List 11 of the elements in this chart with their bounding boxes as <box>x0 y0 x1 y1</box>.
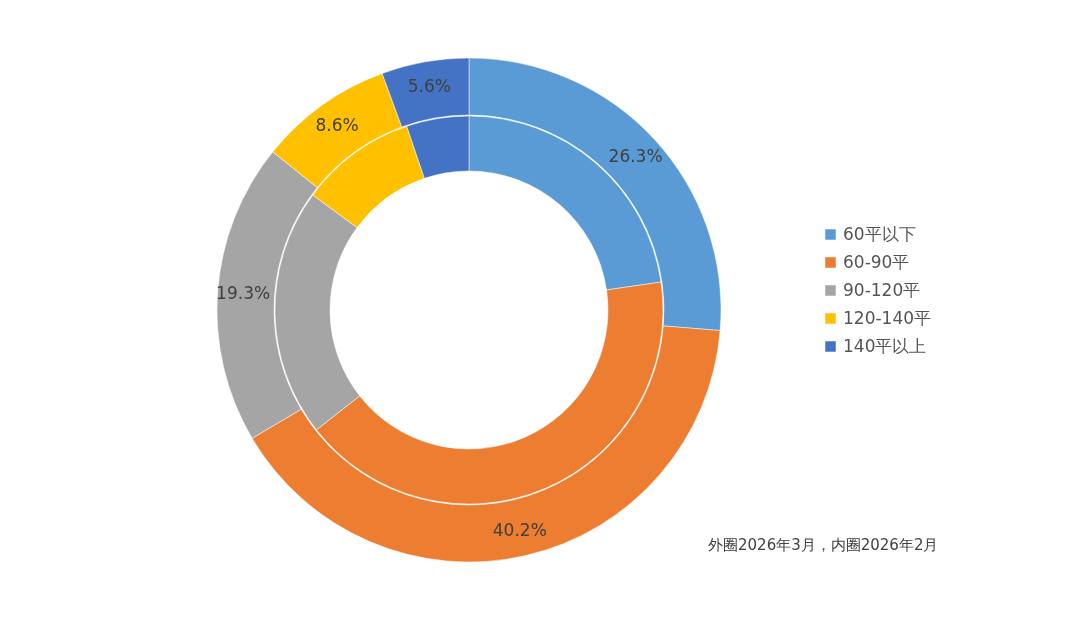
data-label: 26.3% <box>608 145 663 166</box>
legend-label: 120-140平 <box>843 307 932 328</box>
legend-label: 90-120平 <box>843 279 921 300</box>
legend-label: 60-90平 <box>843 251 910 272</box>
text: 外圈2026年3月，内圈2026年2月 <box>708 536 939 554</box>
data-label: 5.6% <box>407 76 451 96</box>
legend-label: 60平以下 <box>843 223 916 244</box>
data-label: 8.6% <box>315 114 359 135</box>
data-label: 19.3% <box>216 282 271 303</box>
data-label: 40.2% <box>492 519 547 540</box>
legend-label: 140平以上 <box>843 335 927 356</box>
